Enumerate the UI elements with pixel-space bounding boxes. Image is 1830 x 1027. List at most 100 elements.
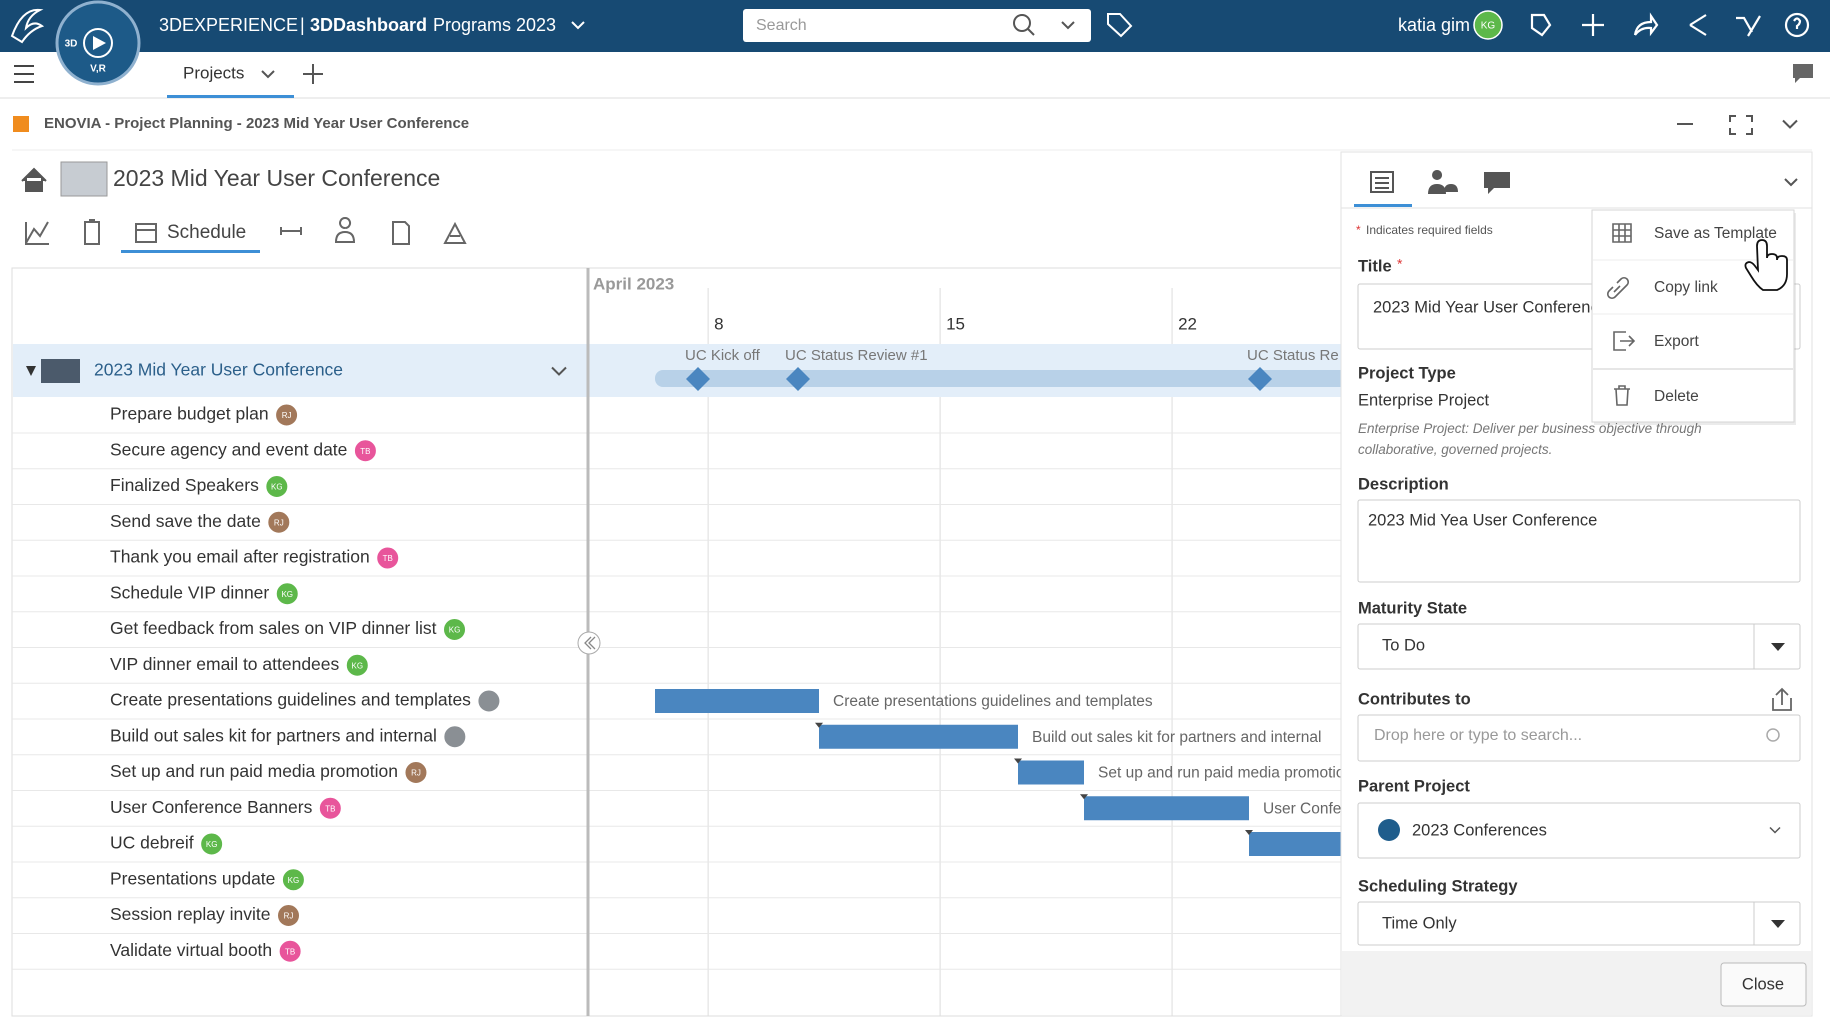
task-bar-group: Create presentations guidelines and temp…	[655, 689, 1153, 713]
toolbar-icon[interactable]	[1633, 12, 1659, 37]
task-bar-group: Set up and run paid media promotion	[1014, 758, 1341, 785]
task-name[interactable]: Schedule VIP dinner	[110, 582, 269, 602]
milestone[interactable]	[1248, 367, 1272, 391]
assignee-initials: RJ	[282, 411, 292, 420]
task-name[interactable]: Create presentations guidelines and temp…	[110, 690, 471, 710]
view-icon[interactable]	[334, 217, 356, 243]
widget-title: ENOVIA - Project Planning - 2023 Mid Yea…	[44, 115, 469, 132]
panel-tab-discussion[interactable]	[1484, 172, 1510, 194]
menu-item-icon	[1613, 331, 1636, 351]
view-icon[interactable]	[443, 221, 467, 244]
task-name[interactable]: Send save the date	[110, 511, 261, 531]
assignee-initials: KG	[206, 840, 218, 849]
view-icon[interactable]	[84, 219, 100, 245]
description-textarea[interactable]	[1357, 499, 1801, 583]
summary-name[interactable]: 2023 Mid Year User Conference	[94, 360, 343, 380]
assignee-avatar	[443, 725, 467, 749]
task-bar[interactable]	[1018, 760, 1084, 785]
assignee-initials: RJ	[274, 518, 284, 527]
task-name[interactable]: Build out sales kit for partners and int…	[110, 725, 437, 745]
task-name[interactable]: Get feedback from sales on VIP dinner li…	[110, 618, 437, 638]
task-bar[interactable]	[655, 689, 819, 713]
assignee-avatar	[376, 546, 400, 570]
assignee-initials: RJ	[411, 769, 421, 778]
expand-toggle[interactable]	[26, 366, 36, 376]
task-name[interactable]: Session replay invite	[110, 904, 271, 924]
task-name[interactable]: UC debreif	[110, 833, 194, 853]
dashboard-name[interactable]: Programs 2023	[433, 15, 556, 35]
hint-line: collaborative, governed projects.	[1358, 442, 1552, 457]
toolbar-icon[interactable]	[1736, 15, 1761, 37]
tab-label[interactable]: Projects	[183, 63, 244, 82]
assignee-initials: TB	[383, 554, 393, 563]
view-tab-active[interactable]: Schedule	[167, 222, 246, 243]
milestone[interactable]	[686, 367, 710, 391]
hint-line: Enterprise Project: Deliver per business…	[1358, 421, 1702, 436]
assignee-avatar	[265, 475, 289, 498]
view-icon[interactable]	[135, 223, 157, 243]
view-icon[interactable]	[392, 221, 410, 245]
view-icon[interactable]	[25, 221, 49, 245]
summary-options[interactable]	[551, 366, 567, 376]
view-tab-underline	[121, 250, 260, 253]
strategy-select[interactable]	[1357, 901, 1801, 946]
user-avatar[interactable]	[1473, 10, 1503, 40]
close-button[interactable]	[1720, 962, 1807, 1007]
summary-thumbnail	[41, 359, 80, 383]
parent-select[interactable]	[1357, 802, 1801, 859]
parent-chevron[interactable]	[1769, 826, 1781, 834]
task-name[interactable]: Set up and run paid media promotion	[110, 761, 398, 781]
search-icon[interactable]	[1013, 14, 1031, 32]
widget-collapse[interactable]	[1782, 119, 1798, 129]
milestone-label: UC Status Re	[1247, 347, 1339, 364]
maximize[interactable]	[1729, 115, 1753, 135]
dashboard-chevron[interactable]	[571, 21, 585, 30]
maturity-select[interactable]	[1357, 623, 1801, 670]
dependency-arrow	[1080, 794, 1088, 800]
assignee-initials: KG	[449, 626, 461, 635]
chat-icon[interactable]	[1793, 64, 1813, 83]
toolbar-icon[interactable]	[1582, 14, 1604, 36]
compass-label: V,R	[90, 64, 107, 75]
tab-chevron[interactable]	[261, 70, 275, 79]
month-label: April 2023	[593, 274, 674, 293]
view-icon[interactable]	[280, 227, 302, 235]
task-name[interactable]: Validate virtual booth	[110, 940, 272, 960]
milestone[interactable]	[786, 367, 810, 391]
task-name[interactable]: Prepare budget plan	[110, 404, 269, 424]
toolbar-icon[interactable]	[1784, 12, 1810, 38]
panel-collapse[interactable]	[1784, 178, 1798, 187]
toolbar-icon[interactable]	[1689, 14, 1707, 36]
search-options[interactable]	[1061, 21, 1075, 30]
assignee-avatar	[345, 653, 369, 677]
task-bar[interactable]	[819, 724, 1018, 749]
tab-underline	[167, 95, 294, 98]
contributes-input[interactable]	[1357, 714, 1801, 762]
task-name[interactable]: Thank you email after registration	[110, 547, 370, 567]
assignee-avatar	[318, 796, 342, 820]
assignee-avatar	[275, 403, 299, 427]
task-name[interactable]: Finalized Speakers	[110, 475, 259, 495]
task-bar[interactable]	[1084, 796, 1249, 821]
task-name[interactable]: VIP dinner email to attendees	[110, 654, 340, 674]
upload-icon[interactable]	[1772, 687, 1792, 711]
menu-icon[interactable]	[14, 65, 34, 83]
field-label: Title	[1358, 257, 1392, 275]
user-name[interactable]: katia gim	[1398, 15, 1470, 35]
search-box[interactable]	[743, 9, 1091, 42]
assignee-initials: KG	[281, 590, 293, 599]
menu-item-label: Copy link	[1654, 279, 1718, 296]
tag-icon[interactable]	[1107, 13, 1133, 38]
toolbar-icon[interactable]	[1530, 13, 1552, 37]
ds-logo[interactable]	[10, 8, 45, 44]
task-name[interactable]: Presentations update	[110, 868, 275, 888]
task-name[interactable]: Secure agency and event date	[110, 439, 347, 459]
task-name[interactable]: User Conference Banners	[110, 797, 313, 817]
add-tab[interactable]	[303, 64, 323, 84]
panel-tab-members[interactable]	[1428, 170, 1458, 194]
home-icon[interactable]	[21, 167, 47, 192]
panel-tab-properties[interactable]	[1370, 171, 1394, 193]
field-label: Contributes to	[1358, 690, 1471, 708]
task-bar[interactable]	[1249, 832, 1420, 856]
